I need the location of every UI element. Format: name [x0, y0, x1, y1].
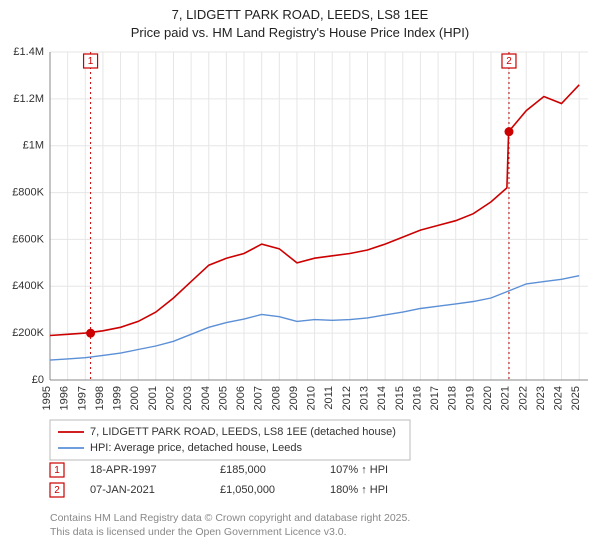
x-tick-label: 1999 [112, 386, 124, 410]
txn-price: £1,050,000 [220, 484, 275, 496]
x-tick-label: 2012 [341, 386, 353, 410]
marker-number: 2 [506, 57, 512, 68]
x-tick-label: 2006 [235, 386, 247, 410]
y-tick-label: £0 [32, 374, 44, 386]
x-tick-label: 1996 [59, 386, 71, 410]
txn-price: £185,000 [220, 464, 266, 476]
x-tick-label: 2023 [535, 386, 547, 410]
y-tick-label: £800K [12, 187, 44, 199]
x-tick-label: 2010 [306, 386, 318, 410]
x-tick-label: 1998 [94, 386, 106, 410]
x-tick-label: 2013 [359, 386, 371, 410]
x-tick-label: 2007 [253, 386, 265, 410]
x-tick-label: 2022 [517, 386, 529, 410]
x-tick-label: 2019 [464, 386, 476, 410]
x-tick-label: 2025 [570, 386, 582, 410]
x-tick-label: 2011 [323, 386, 335, 410]
x-tick-label: 1997 [76, 386, 88, 410]
x-tick-label: 2020 [482, 386, 494, 410]
x-tick-label: 2018 [447, 386, 459, 410]
y-tick-label: £400K [12, 281, 44, 293]
license-line1: Contains HM Land Registry data © Crown c… [50, 512, 410, 524]
price-chart: £0 £200K £400K £600K £800K £1M £1.2M £1.4M 1995 1… [0, 42, 600, 558]
x-tick-label: 2009 [288, 386, 300, 410]
txn-pct: 107% ↑ HPI [330, 464, 388, 476]
y-tick-label: £1.2M [13, 93, 44, 105]
x-tick-label: 2016 [411, 386, 423, 410]
x-tick-label: 2005 [217, 386, 229, 410]
x-tick-label: 2008 [270, 386, 282, 410]
marker-dot [504, 128, 513, 137]
page-title-line2: Price paid vs. HM Land Registry's House … [0, 24, 600, 42]
txn-marker-num: 2 [54, 486, 60, 497]
marker-dot [86, 329, 95, 338]
x-tick-label: 2001 [147, 386, 159, 410]
legend-label: 7, LIDGETT PARK ROAD, LEEDS, LS8 1EE (de… [90, 426, 396, 438]
x-tick-label: 1995 [41, 386, 53, 410]
marker-number: 1 [88, 57, 94, 68]
license-line2: This data is licensed under the Open Gov… [50, 526, 347, 538]
y-tick-label: £600K [12, 234, 44, 246]
legend-label: HPI: Average price, detached house, Leed… [90, 442, 302, 454]
x-tick-label: 2004 [200, 386, 212, 410]
x-tick-label: 2003 [182, 386, 194, 410]
txn-marker-num: 1 [54, 466, 60, 477]
y-tick-label: £1M [23, 140, 44, 152]
txn-date: 18-APR-1997 [90, 464, 157, 476]
x-tick-label: 2017 [429, 386, 441, 410]
x-tick-label: 2021 [500, 386, 512, 410]
y-tick-label: £1.4M [13, 46, 44, 58]
x-tick-label: 2024 [553, 386, 565, 410]
x-tick-label: 2014 [376, 386, 388, 410]
x-tick-label: 2015 [394, 386, 406, 410]
txn-date: 07-JAN-2021 [90, 484, 155, 496]
page-title-line1: 7, LIDGETT PARK ROAD, LEEDS, LS8 1EE [0, 6, 600, 24]
txn-pct: 180% ↑ HPI [330, 484, 388, 496]
x-tick-label: 2002 [164, 386, 176, 410]
y-tick-label: £200K [12, 327, 44, 339]
x-tick-label: 2000 [129, 386, 141, 410]
